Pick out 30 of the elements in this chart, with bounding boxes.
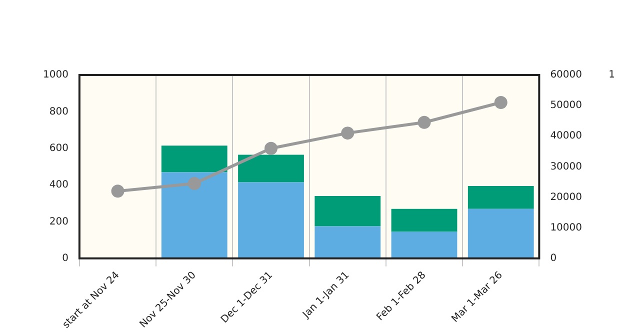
point: [418, 116, 431, 129]
y-tick-label: 600: [49, 142, 68, 154]
bar: [468, 208, 534, 258]
bar: [314, 196, 381, 226]
point: [264, 142, 278, 155]
y-tick-label: 800: [49, 106, 68, 118]
point: [494, 96, 508, 110]
bar: [161, 146, 228, 172]
y2-tick-label: 20000: [550, 192, 582, 203]
point: [188, 177, 201, 190]
y-tick-label: 0: [62, 252, 68, 264]
y-tick-label: 400: [49, 180, 68, 191]
y2-tick-label: 40000: [550, 130, 582, 142]
text: 1: [608, 70, 615, 81]
bar: [238, 182, 304, 258]
y-tick-label: 200: [49, 216, 68, 228]
y2-tick-label: 30000: [550, 161, 582, 172]
y2-tick-label: 10000: [550, 222, 582, 234]
bar: [161, 172, 228, 258]
y2-tick-label: 60000: [550, 70, 582, 81]
bar: [391, 208, 458, 232]
bar: [391, 232, 458, 258]
point: [111, 184, 124, 198]
bar: [238, 154, 304, 182]
bar: [468, 186, 534, 209]
bar: [314, 226, 381, 258]
y2-tick-label: 50000: [550, 100, 582, 112]
point: [341, 126, 354, 140]
y2-tick-label: 0: [550, 252, 557, 264]
y-tick-label: 1000: [42, 70, 68, 81]
